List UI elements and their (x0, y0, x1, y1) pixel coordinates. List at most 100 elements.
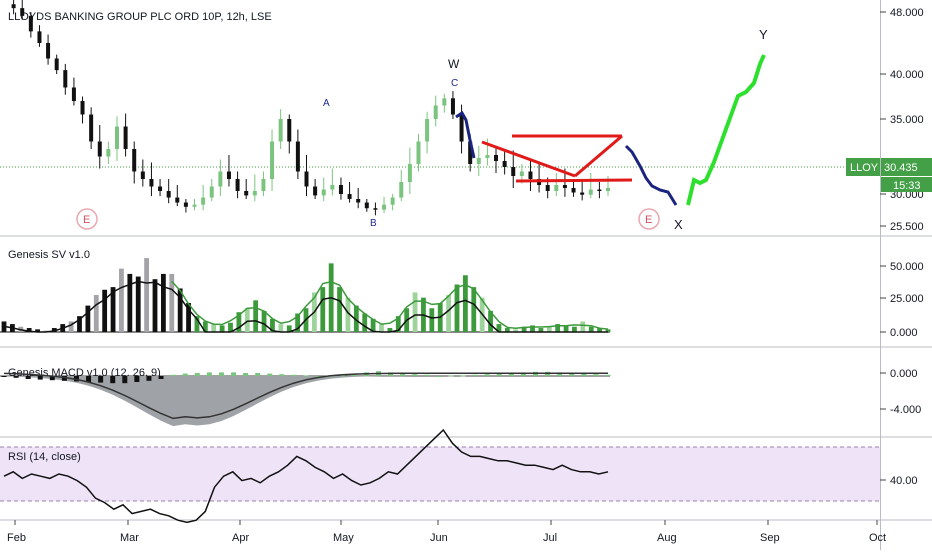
candlestick-series (11, 0, 610, 216)
candle-body (235, 179, 240, 191)
channel-bottom-line[interactable] (515, 178, 633, 183)
last-price-bg (881, 158, 932, 176)
macd-bar (315, 376, 321, 377)
sv-bar (446, 295, 452, 332)
event-marker-2[interactable] (638, 208, 660, 230)
sv-bar (395, 316, 401, 332)
sv-bar (362, 313, 368, 332)
sv-bar (538, 328, 544, 332)
event-marker-1[interactable] (76, 208, 98, 230)
price-tick-2: 40.000 (890, 69, 924, 81)
macd-bar (593, 374, 599, 376)
candle-body (149, 179, 154, 187)
price-axis: 48.000 40.000 35.000 30.000 25.500 (880, 7, 924, 233)
candle-body (545, 185, 550, 191)
macd-bar (13, 376, 19, 378)
candle-body (28, 15, 33, 32)
candle-body (140, 171, 145, 179)
macd-bar (557, 372, 563, 376)
wave-label-w: W (448, 57, 460, 71)
candle-body (571, 188, 576, 193)
sv-bar (345, 297, 351, 332)
candle-body (425, 119, 430, 142)
sv-bar (580, 321, 586, 332)
sv-bar (286, 325, 292, 332)
sv-bar (85, 305, 91, 332)
sv-bar (160, 273, 166, 332)
candle-body (347, 194, 352, 199)
macd-bar (472, 374, 478, 376)
macd-bar (49, 376, 55, 381)
sv-bar (353, 305, 359, 332)
sv-bar (228, 322, 233, 332)
candle-body (46, 43, 51, 59)
macd-area (4, 376, 608, 427)
macd-bar (605, 374, 611, 376)
triangle-right-line[interactable] (574, 134, 623, 178)
candle-body (416, 141, 421, 164)
month-label-jul: Jul (543, 532, 557, 544)
macd-bar (170, 374, 176, 376)
candle-body (485, 155, 490, 158)
projection-x-path[interactable] (624, 144, 678, 206)
candle-body (476, 158, 481, 164)
sv-bar (186, 302, 191, 332)
month-label-mar: Mar (120, 532, 139, 544)
rsi-band (0, 447, 880, 501)
sv-bar (244, 308, 250, 332)
candle-body (71, 87, 76, 101)
drawings[interactable]: E E A B C W X Y (76, 27, 768, 232)
candle-body (459, 114, 464, 142)
sv-bar (93, 295, 99, 332)
candle-body (390, 197, 395, 205)
sv-bar (504, 328, 510, 332)
macd-bar (86, 376, 92, 382)
macd-bar (37, 376, 43, 380)
wave-label-x: X (674, 217, 683, 232)
month-label-jun: Jun (430, 532, 448, 544)
candle-body (106, 149, 111, 157)
wave-w-path[interactable] (455, 110, 476, 159)
candle-body (407, 164, 412, 182)
sv-bar (219, 325, 225, 332)
candle-body (158, 186, 163, 191)
candle-body (97, 141, 102, 157)
candle-body (304, 171, 309, 187)
sv-tick-1: 50.000 (890, 261, 924, 273)
sv-tick-2: 25.000 (890, 293, 924, 305)
candle-body (132, 149, 137, 172)
projection-y-path[interactable] (686, 54, 766, 206)
sv-bar (563, 325, 569, 332)
candle-body (201, 197, 206, 205)
triangle-left-line[interactable] (481, 140, 576, 178)
sv-bar (144, 258, 150, 332)
macd-bar (520, 372, 526, 376)
candle-body (450, 98, 455, 115)
macd-bar (460, 375, 466, 377)
sv-bar (521, 326, 527, 332)
wave-label-b: B (370, 218, 377, 229)
price-tag[interactable]: LLOY 30.435 15:33 (846, 158, 932, 192)
sv-bar (102, 289, 108, 332)
candle-body (226, 171, 231, 179)
candle-body (399, 182, 404, 198)
symbol-tag: LLOY (850, 162, 879, 174)
macd-bar (231, 372, 237, 376)
macd-bar (194, 373, 200, 376)
macd-bar (206, 372, 212, 376)
macd-bar (569, 373, 575, 376)
candle-body (54, 58, 59, 71)
candle-body (364, 202, 369, 209)
sv-bar (572, 326, 577, 332)
sv-bar (77, 316, 82, 332)
candle-body (373, 208, 378, 210)
candle-body (166, 191, 171, 198)
macd-bar (1, 376, 7, 377)
sv-tick-3: 0.000 (890, 327, 918, 339)
candle-body (37, 31, 42, 43)
sv-bar (295, 313, 301, 332)
sv-bar (177, 288, 183, 332)
candle-body (89, 114, 94, 142)
candle-body (330, 185, 335, 190)
macd-bar (146, 376, 152, 381)
